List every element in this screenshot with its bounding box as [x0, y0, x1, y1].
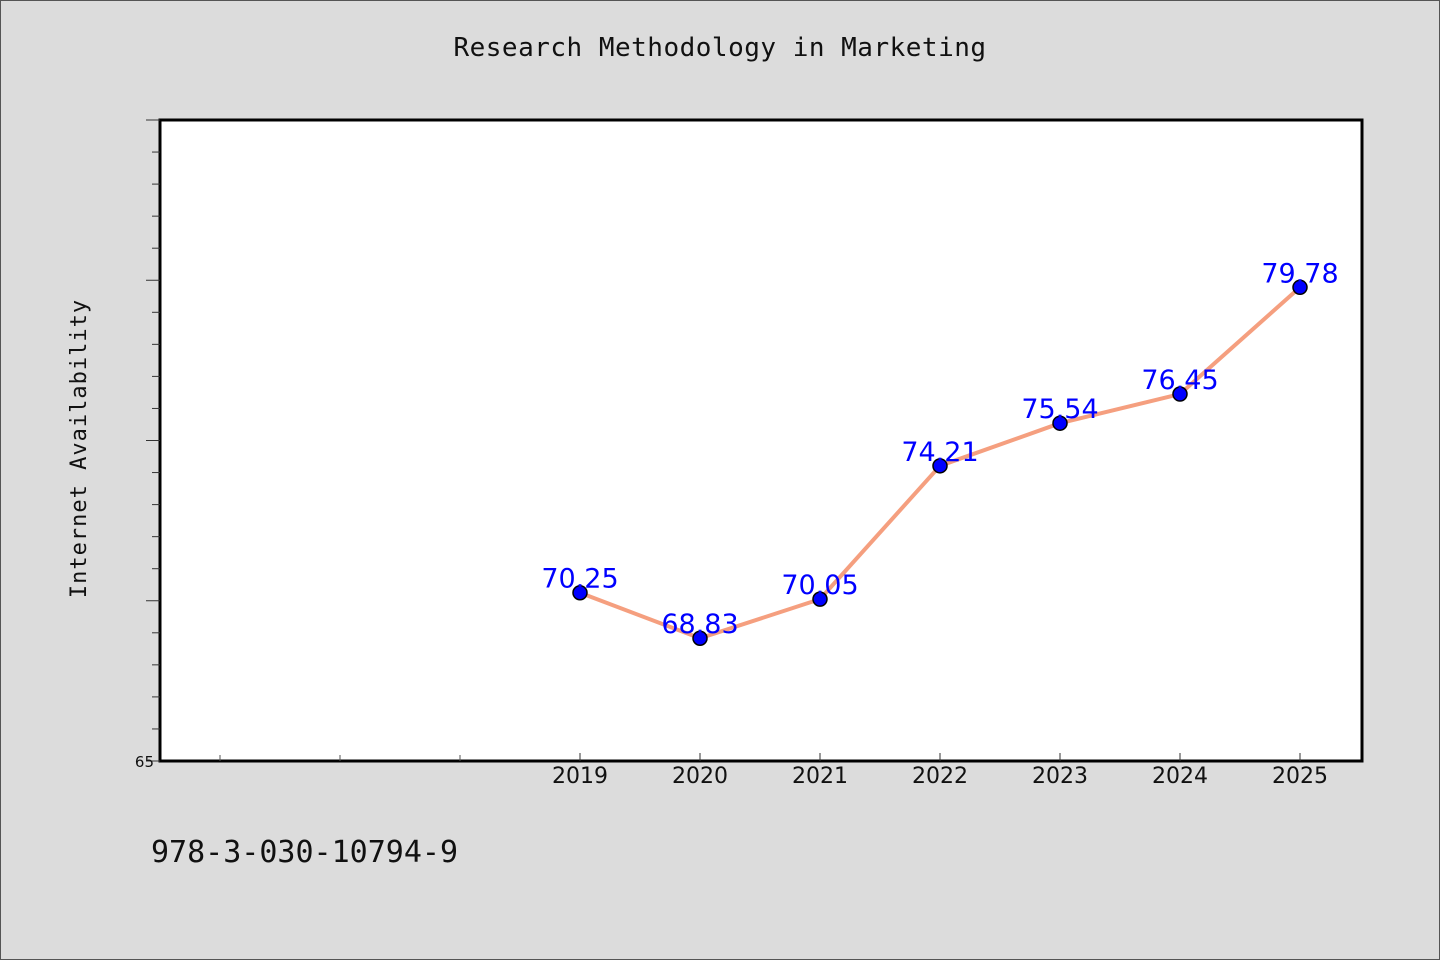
x-tick-label: 2025	[1272, 764, 1328, 789]
data-label: 70.05	[781, 570, 858, 601]
data-point	[572, 584, 588, 601]
y-axis-title: Internet Availability	[67, 299, 92, 598]
y-axis-ticks: 65	[135, 119, 160, 771]
x-axis-ticks: 2019 2020 2021 2022 2023 2024 2025	[219, 753, 1328, 789]
data-point	[1052, 415, 1068, 431]
data-point	[932, 458, 948, 474]
x-tick-label: 2023	[1032, 764, 1088, 789]
data-point	[1292, 279, 1308, 296]
x-tick-label: 2020	[672, 764, 728, 789]
x-tick-label: 2021	[792, 764, 848, 789]
data-label: 68.83	[661, 609, 738, 640]
chart-title: Research Methodology in Marketing	[453, 33, 987, 63]
data-label: 76.45	[1141, 365, 1218, 396]
data-point	[692, 630, 708, 646]
x-tick-label: 2024	[1152, 764, 1208, 789]
data-point	[812, 591, 828, 607]
series-group: 70.25 68.83 70.05 74.21 75.54 76.45 79.78	[541, 258, 1339, 646]
data-point	[1172, 386, 1188, 402]
data-label: 75.54	[1021, 394, 1098, 425]
x-tick-label: 2019	[552, 764, 608, 789]
data-label: 70.25	[541, 564, 618, 595]
data-label: 74.21	[901, 437, 978, 468]
plot-area	[158, 118, 1364, 763]
x-tick-label: 2022	[912, 764, 968, 789]
footer-isbn: 978-3-030-10794-9	[151, 835, 459, 870]
y-tick-label: 65	[135, 753, 154, 771]
data-label: 79.78	[1261, 258, 1338, 289]
